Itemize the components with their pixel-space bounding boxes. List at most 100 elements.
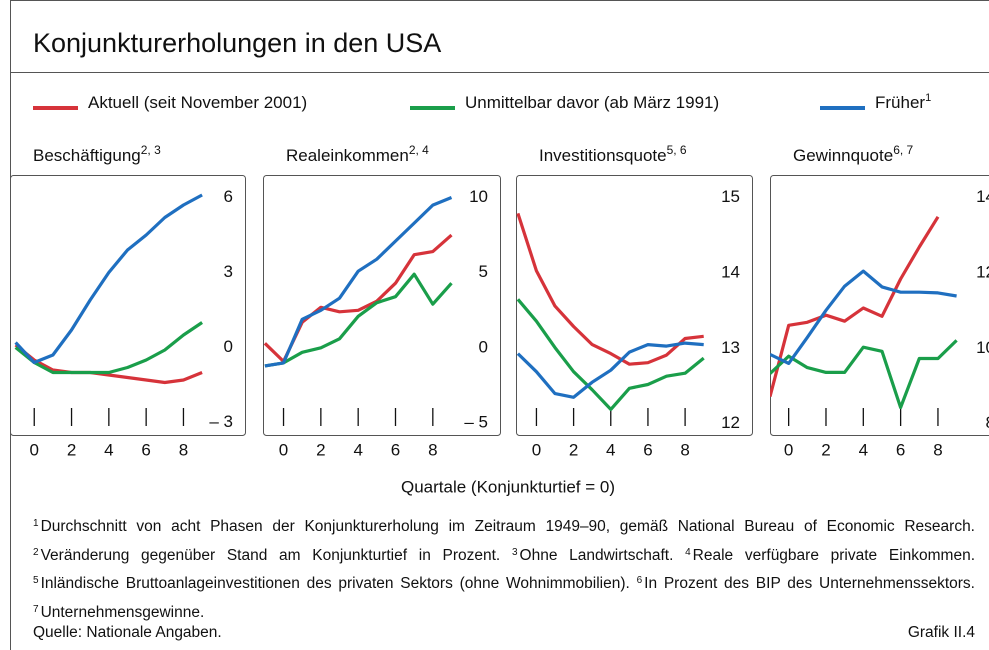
series-line (770, 339, 958, 410)
legend-text: Früher (875, 93, 925, 112)
panel-title: Gewinnquote6, 7 (793, 143, 914, 165)
panel-title-text: Realeinkommen (286, 146, 409, 165)
x-tick-label: 6 (141, 440, 150, 459)
y-tick-label: 12 (976, 262, 989, 281)
x-tick-label: 4 (104, 440, 113, 459)
panel-title: Realeinkommen2, 4 (286, 143, 429, 165)
series-line (770, 269, 957, 365)
y-tick-label: – 5 (464, 412, 488, 431)
footnote-num: 2 (33, 546, 39, 558)
source: Quelle: Nationale Angaben. (33, 624, 222, 641)
panel-title-note: 2, 4 (409, 143, 429, 157)
footnote-num: 5 (33, 575, 39, 586)
y-tick-label: 3 (224, 262, 233, 281)
x-tick-label: 8 (179, 440, 188, 459)
legend-text: Aktuell (seit November 2001) (88, 93, 307, 112)
x-tick-label: 6 (643, 440, 652, 459)
x-tick-label: 2 (67, 440, 76, 459)
footnote-num: 4 (685, 546, 691, 558)
y-tick-label: 8 (986, 413, 989, 432)
x-tick-label: 4 (859, 440, 868, 459)
panel-box (10, 175, 246, 436)
legend-note: 1 (925, 92, 931, 104)
series-line (770, 215, 940, 398)
x-tick-label: 0 (279, 440, 288, 459)
panel-title: Investitionsquote5, 6 (539, 143, 687, 165)
y-tick-label: 15 (721, 187, 740, 206)
series-line (516, 341, 704, 399)
series-line (516, 212, 704, 366)
series-line (14, 193, 203, 365)
x-tick-label: 8 (933, 440, 942, 459)
chart-id: Grafik II.4 (907, 624, 975, 641)
footer: Quelle: Nationale Angaben. Grafik II.4 (33, 624, 975, 642)
footnote: 5 Inländische Bruttoanlageinvestitionen d… (33, 575, 630, 592)
legend-label: Aktuell (seit November 2001) (88, 93, 307, 112)
footnote: 6 In Prozent des BIP des Unternehmenssekt… (637, 575, 975, 592)
panel-title-note: 2, 3 (141, 143, 161, 157)
y-tick-label: 10 (469, 187, 488, 206)
plot: – 3 0 3 6 (14, 187, 233, 431)
x-tick-label: 6 (896, 440, 905, 459)
footnote: 2 Veränderung gegenüber Stand am Konjunkt… (33, 547, 500, 564)
footnote: 4 Reale verfügbare private Einkommen. (685, 547, 975, 564)
legend-label: Früher1 (875, 92, 931, 113)
y-tick-label: 14 (976, 187, 989, 206)
footnote-text: Reale verfügbare private Einkommen. (692, 546, 976, 564)
y-tick-label: 14 (721, 262, 740, 281)
footnote-num: 3 (511, 546, 518, 558)
legend-label: Unmittelbar davor (ab März 1991) (465, 93, 719, 112)
footnote: 3 Ohne Landwirtschaft. (512, 547, 673, 564)
plot: 12 13 14 15 (516, 187, 740, 432)
x-tick-label: 8 (428, 440, 437, 459)
footnote: 7 Unternehmensgewinne. (33, 604, 204, 621)
y-tick-label: 12 (721, 413, 740, 432)
x-tick-label: 6 (391, 440, 400, 459)
footnote-text: Ohne Landwirtschaft. (519, 546, 674, 564)
series-line (264, 196, 453, 368)
footnote-num: 1 (33, 518, 39, 529)
x-tick-label: 2 (821, 440, 830, 459)
panel-box (263, 175, 501, 436)
y-tick-label: – 3 (209, 412, 233, 431)
series-line (14, 321, 203, 375)
panel-title-text: Gewinnquote (793, 146, 893, 165)
footnote-text: Unternehmensgewinne. (40, 603, 205, 621)
panel-title: Beschäftigung2, 3 (33, 143, 161, 165)
footnote-num: 6 (636, 575, 643, 586)
x-tick-label: 8 (680, 440, 689, 459)
y-tick-label: 0 (479, 337, 488, 356)
panel-title-text: Investitionsquote (539, 146, 667, 165)
plot: 8 10 12 14 (770, 187, 989, 432)
footnotes: 1 Durchschnitt von acht Phasen der Konjun… (33, 511, 975, 625)
x-tick-label: 0 (784, 440, 793, 459)
footnote-text: Veränderung gegenüber Stand am Konjunktu… (40, 546, 501, 564)
y-tick-label: 13 (721, 338, 740, 357)
chart-title: Konjunkturerholungen in den USA (33, 28, 441, 58)
footnote-text: Inländische Bruttoanlageinvestitionen de… (40, 575, 630, 592)
footnote-num: 7 (33, 603, 39, 615)
y-tick-label: 6 (224, 187, 233, 206)
x-tick-label: 2 (569, 440, 578, 459)
legend-text: Unmittelbar davor (ab März 1991) (465, 93, 719, 112)
y-tick-label: 10 (976, 338, 989, 357)
x-tick-label: 4 (353, 440, 362, 459)
footnote-text: Durchschnitt von acht Phasen der Konjunk… (40, 518, 975, 535)
panel-box (770, 175, 989, 436)
panel-box (516, 175, 753, 436)
panel-title-note: 6, 7 (893, 143, 913, 157)
footnote: 1 Durchschnitt von acht Phasen der Konjun… (33, 518, 975, 535)
plot: – 5 0 5 10 (263, 187, 488, 431)
x-tick-label: 2 (316, 440, 325, 459)
panel-title-text: Beschäftigung (33, 146, 141, 165)
footnote-text: In Prozent des BIP des Unternehmenssekto… (644, 575, 975, 592)
panel-title-note: 5, 6 (667, 143, 687, 157)
x-axis-label: Quartale (Konjunkturtief = 0) (401, 477, 615, 496)
series-line (516, 298, 705, 411)
y-tick-label: 5 (479, 262, 488, 281)
series-line (264, 272, 453, 368)
series-line (14, 343, 203, 385)
x-tick-label: 4 (606, 440, 615, 459)
